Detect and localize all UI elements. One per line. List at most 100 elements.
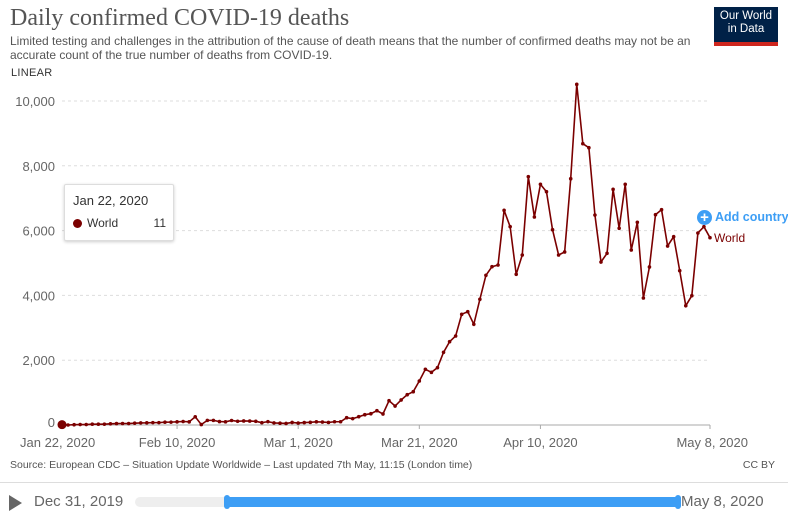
- x-tick-label: Apr 10, 2020: [503, 435, 577, 450]
- data-point: [647, 265, 652, 269]
- data-point: [550, 227, 555, 232]
- data-point: [126, 421, 131, 426]
- data-point: [356, 414, 361, 419]
- data-point: [144, 421, 149, 425]
- data-point: [363, 412, 367, 417]
- data-point: [411, 389, 416, 394]
- data-point: [169, 420, 173, 424]
- x-tick-label: Jan 22, 2020: [20, 435, 95, 450]
- data-point: [435, 365, 440, 370]
- data-point: [235, 419, 240, 424]
- data-point: [532, 215, 537, 219]
- data-point: [320, 420, 325, 424]
- data-point: [429, 370, 434, 375]
- plus-icon: +: [697, 210, 712, 225]
- data-point: [593, 213, 597, 217]
- y-tick-label: 10,000: [15, 94, 55, 109]
- x-tick-label: Mar 21, 2020: [381, 435, 458, 450]
- y-tick-label: 8,000: [22, 159, 55, 174]
- data-point: [84, 422, 89, 427]
- data-point: [217, 419, 222, 424]
- data-point: [399, 398, 403, 402]
- owid-logo[interactable]: Our World in Data: [714, 7, 778, 46]
- timeline-end-handle[interactable]: [675, 495, 681, 509]
- series-line-world: [61, 84, 711, 426]
- data-point: [375, 408, 379, 413]
- data-point: [193, 414, 198, 419]
- add-country-button[interactable]: + Add country: [697, 210, 788, 225]
- timeline-start-handle[interactable]: [224, 495, 231, 509]
- data-point: [605, 251, 609, 256]
- timeline-slider[interactable]: [135, 495, 681, 509]
- data-point: [556, 253, 561, 257]
- data-point: [417, 379, 422, 383]
- source-note: Source: European CDC – Situation Update …: [10, 459, 473, 471]
- data-point: [526, 174, 531, 179]
- data-point: [635, 220, 640, 225]
- y-tick-label: 4,000: [22, 288, 55, 303]
- data-point: [562, 250, 567, 254]
- data-point: [278, 421, 282, 426]
- data-point: [447, 339, 452, 344]
- data-point: [132, 421, 137, 425]
- data-point: [284, 421, 288, 426]
- data-point: [241, 419, 246, 423]
- data-point: [508, 224, 512, 229]
- data-point: [108, 421, 113, 426]
- data-point: [544, 189, 549, 194]
- data-point: [574, 82, 579, 87]
- data-point: [387, 398, 391, 403]
- timeline-start-label: Dec 31, 2019: [34, 493, 124, 510]
- timeline-selected-range[interactable]: [227, 497, 678, 507]
- data-point: [296, 421, 300, 425]
- data-point: [690, 293, 694, 298]
- data-point: [181, 419, 185, 424]
- data-point: [72, 422, 76, 427]
- data-point: [496, 263, 500, 267]
- data-point: [623, 182, 628, 187]
- play-icon[interactable]: [9, 495, 22, 511]
- data-point: [459, 312, 464, 317]
- data-point: [381, 412, 385, 416]
- data-point: [708, 235, 712, 240]
- license-link[interactable]: CC BY: [742, 459, 775, 471]
- data-point: [229, 418, 234, 423]
- data-point: [57, 420, 67, 430]
- data-point: [659, 207, 664, 212]
- data-point: [266, 419, 270, 424]
- data-point: [332, 419, 337, 424]
- data-point: [514, 272, 519, 277]
- data-point: [138, 421, 143, 425]
- data-point: [211, 418, 216, 423]
- data-point: [223, 420, 228, 424]
- data-point: [465, 309, 470, 314]
- data-point: [490, 264, 494, 269]
- series-label-world[interactable]: World: [714, 231, 746, 245]
- data-point: [102, 422, 107, 426]
- data-point: [199, 422, 204, 427]
- data-point: [484, 273, 488, 278]
- chart-subtitle: Limited testing and challenges in the at…: [10, 34, 691, 62]
- data-point: [702, 224, 706, 229]
- add-country-label: Add country: [715, 210, 788, 224]
- data-point: [205, 418, 210, 423]
- data-point: [187, 420, 191, 424]
- data-point: [441, 350, 446, 355]
- data-point: [114, 421, 119, 426]
- data-point: [350, 416, 355, 421]
- scale-toggle[interactable]: LINEAR: [11, 67, 53, 79]
- data-point: [423, 367, 428, 372]
- divider: [0, 482, 788, 483]
- data-point: [478, 297, 482, 302]
- data-point: [308, 420, 313, 425]
- data-point: [502, 208, 506, 213]
- data-point: [671, 234, 676, 239]
- data-point: [405, 392, 409, 397]
- data-point: [247, 419, 252, 423]
- y-tick-label: 2,000: [22, 353, 55, 368]
- data-point: [653, 212, 658, 217]
- tooltip-value: 11: [153, 216, 166, 230]
- data-point: [163, 420, 167, 425]
- data-point: [683, 303, 688, 308]
- data-point: [90, 422, 95, 426]
